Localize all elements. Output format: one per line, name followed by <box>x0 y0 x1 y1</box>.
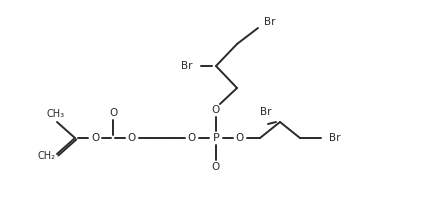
Text: CH₂: CH₂ <box>38 151 56 161</box>
Text: Br: Br <box>181 61 193 71</box>
Text: O: O <box>188 133 196 143</box>
Text: Br: Br <box>264 17 276 27</box>
Text: O: O <box>212 162 220 172</box>
Text: O: O <box>128 133 136 143</box>
Text: P: P <box>213 133 219 143</box>
Text: Br: Br <box>329 133 340 143</box>
Text: O: O <box>109 108 117 118</box>
Text: O: O <box>212 105 220 115</box>
Text: O: O <box>236 133 244 143</box>
Text: CH₃: CH₃ <box>47 109 65 119</box>
Text: O: O <box>91 133 99 143</box>
Text: Br: Br <box>260 107 272 117</box>
